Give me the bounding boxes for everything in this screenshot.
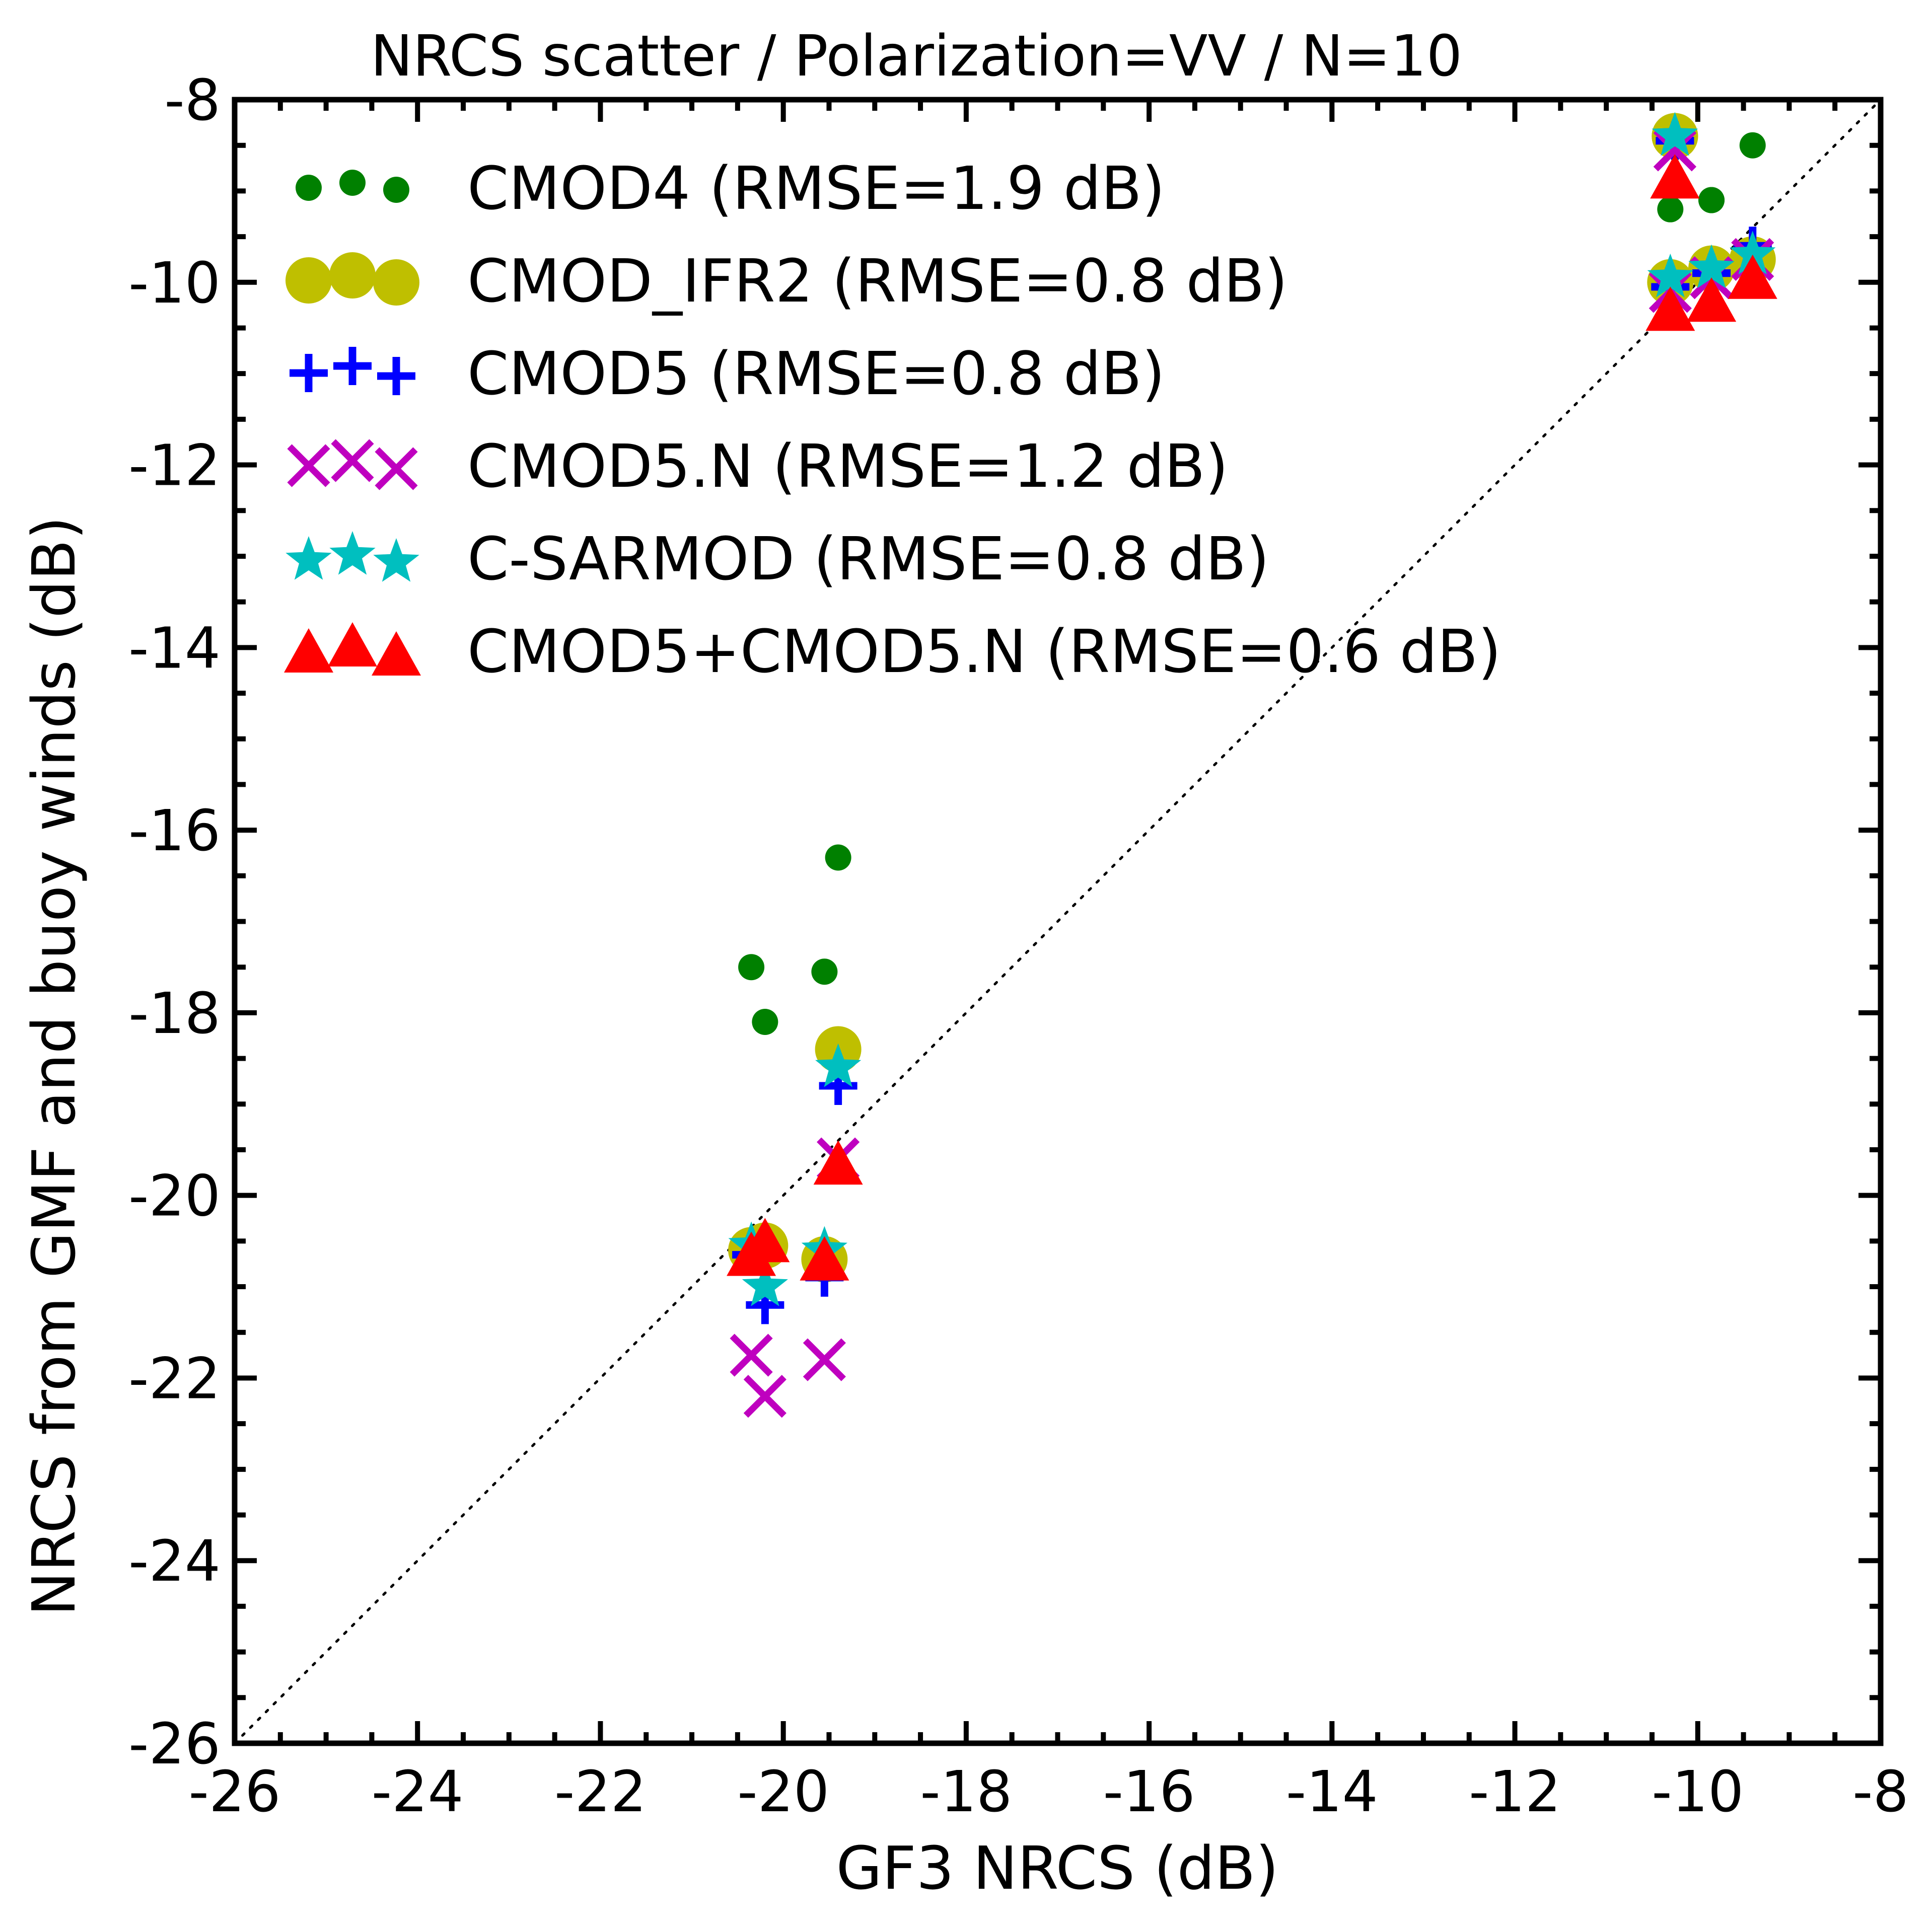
y-tick-label: -10 [128,251,221,316]
plot-area: -26 -24 -22 -20 -18 -16 -14 -12 -10 -8 -26 -24 -22 -2… [128,68,1909,1825]
data-point-series1-2 [752,1009,778,1035]
plot-frame [232,97,1884,1746]
legend-marker-5 [285,536,332,580]
legend-marker-1 [339,170,366,196]
y-tick-label: -24 [128,1529,221,1594]
legend-marker-2 [373,259,419,306]
data-point-series6-3 [800,1236,849,1281]
data-point-series4-1 [730,1333,773,1377]
data-point-series1-3 [811,958,838,985]
y-tick-label: -20 [128,1164,221,1229]
x-tick-label: -20 [737,1759,829,1825]
data-point-series5-10 [1688,244,1735,288]
x-tick-label: -18 [920,1759,1012,1825]
x-tick-label: -10 [1652,1759,1744,1825]
legend-marker-2 [285,257,332,304]
data-point-series5-9 [1652,112,1698,156]
legend-label-2: CMOD_IFR2 (RMSE=0.8 dB) [467,246,1287,316]
x-tick-label: -24 [372,1759,464,1825]
legend-label-3: CMOD5 (RMSE=0.8 dB) [467,339,1165,408]
x-tick-label: -26 [189,1759,281,1825]
legend-marker-3 [290,354,328,392]
y-tick-label: -14 [128,616,221,681]
x-tick-label: -14 [1286,1759,1378,1825]
data-point-series4-9 [1653,128,1696,172]
legend-marker-4 [375,447,418,490]
data-point-series1-10 [1698,187,1725,213]
y-axis-label: NRCS from GMF and buoy winds (dB) [19,516,89,1616]
data-point-series1-4 [825,844,851,871]
data-point-series6-8 [1728,254,1777,299]
legend-marker-2 [329,252,376,299]
legend-marker-1 [296,175,322,201]
legend-marker-5 [329,531,376,575]
data-point-series6-10 [1687,277,1737,322]
data-point-series1-5 [1657,196,1684,223]
reference-line-y-equals-x [233,98,1882,1745]
legend-label-5: C-SARMOD (RMSE=0.8 dB) [467,524,1269,594]
legend-marker-4 [287,444,330,487]
y-tick-label: -8 [164,68,221,133]
chart-title: NRCS scatter / Polarization=VV / N=10 [371,24,1462,89]
y-tick-label: -26 [128,1712,221,1777]
legend-label-1: CMOD4 (RMSE=1.9 dB) [467,154,1165,223]
legend-label-6: CMOD5+CMOD5.N (RMSE=0.6 dB) [467,617,1501,686]
data-point-series6-9 [1650,154,1700,199]
data-point-series5-8 [1730,231,1776,275]
legend-marker-6 [284,628,333,673]
data-point-series1-8 [1739,132,1766,159]
legend-marker-4 [331,439,374,482]
legend-label-4: CMOD5.N (RMSE=1.2 dB) [467,431,1229,501]
y-tick-label: -22 [128,1346,221,1412]
legend: CMOD4 (RMSE=1.9 dB) CMOD_IFR2 (RMSE=0.8 d… [284,154,1501,686]
y-tick-label: -12 [128,433,221,499]
legend-marker-6 [328,622,377,666]
data-point-series1-1 [738,954,765,981]
y-tick-label: -16 [128,798,221,864]
data-point-series5-2 [742,1263,788,1306]
x-axis-label: GF3 NRCS (dB) [836,1833,1278,1903]
data-point-series4-3 [803,1338,846,1381]
data-point-series4-2 [743,1375,786,1418]
legend-marker-3 [333,347,372,385]
x-tick-label: -16 [1103,1759,1195,1825]
legend-marker-3 [377,357,415,395]
legend-marker-6 [372,631,421,676]
data-point-series6-5 [1645,286,1695,331]
y-tick-label: -18 [128,981,221,1047]
legend-marker-1 [383,177,409,203]
data-point-series6-2 [740,1218,790,1263]
data-point-series5-4 [815,1043,862,1087]
x-tick-label: -22 [554,1759,647,1825]
data-point-series5-5 [1647,253,1693,298]
x-tick-label: -12 [1469,1759,1561,1825]
data-point-series6-4 [813,1140,863,1185]
x-tick-label: -8 [1852,1759,1909,1825]
legend-marker-5 [373,538,419,582]
